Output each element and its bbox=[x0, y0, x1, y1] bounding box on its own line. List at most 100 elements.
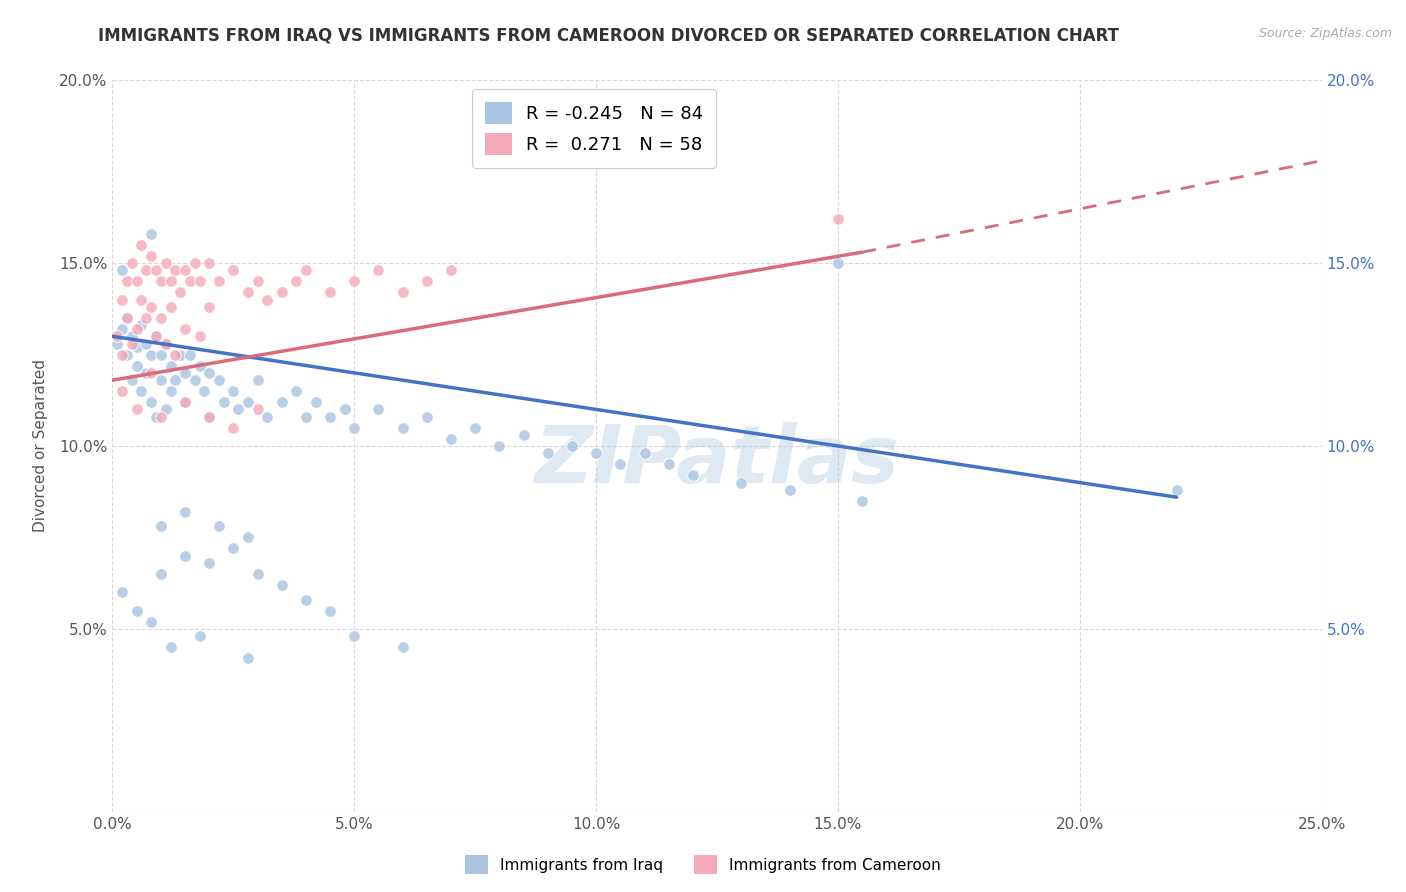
Point bbox=[155, 336, 177, 351]
Point bbox=[149, 519, 172, 533]
Point bbox=[111, 322, 134, 336]
Point bbox=[159, 384, 181, 398]
Point bbox=[125, 322, 148, 336]
Point bbox=[246, 373, 269, 387]
Point bbox=[174, 366, 197, 380]
Point bbox=[115, 310, 138, 325]
Point bbox=[585, 153, 607, 168]
Legend: R = -0.245   N = 84, R =  0.271   N = 58: R = -0.245 N = 84, R = 0.271 N = 58 bbox=[472, 89, 716, 168]
Point bbox=[193, 384, 215, 398]
Point bbox=[416, 409, 439, 424]
Point bbox=[319, 285, 342, 300]
Point bbox=[1166, 483, 1188, 497]
Point bbox=[105, 336, 128, 351]
Point bbox=[222, 384, 245, 398]
Point bbox=[159, 640, 181, 655]
Point bbox=[236, 530, 259, 544]
Point bbox=[111, 585, 134, 599]
Point bbox=[236, 395, 259, 409]
Point bbox=[111, 347, 134, 362]
Text: IMMIGRANTS FROM IRAQ VS IMMIGRANTS FROM CAMEROON DIVORCED OR SEPARATED CORRELATI: IMMIGRANTS FROM IRAQ VS IMMIGRANTS FROM … bbox=[98, 27, 1119, 45]
Point bbox=[333, 402, 356, 417]
Point bbox=[165, 373, 187, 387]
Point bbox=[141, 347, 163, 362]
Point bbox=[295, 409, 318, 424]
Point bbox=[198, 556, 221, 570]
Point bbox=[125, 603, 148, 617]
Point bbox=[125, 359, 148, 373]
Point bbox=[730, 475, 752, 490]
Y-axis label: Divorced or Separated: Divorced or Separated bbox=[34, 359, 48, 533]
Point bbox=[488, 439, 510, 453]
Point bbox=[121, 329, 143, 343]
Point bbox=[145, 329, 167, 343]
Point bbox=[131, 318, 153, 333]
Point bbox=[585, 446, 607, 460]
Point bbox=[155, 336, 177, 351]
Point bbox=[658, 457, 681, 471]
Point bbox=[198, 300, 221, 314]
Point bbox=[256, 293, 278, 307]
Point bbox=[149, 275, 172, 289]
Point bbox=[145, 263, 167, 277]
Point bbox=[236, 285, 259, 300]
Point bbox=[169, 347, 191, 362]
Point bbox=[319, 603, 342, 617]
Point bbox=[295, 592, 318, 607]
Point bbox=[155, 256, 177, 270]
Point bbox=[159, 300, 181, 314]
Point bbox=[111, 384, 134, 398]
Point bbox=[125, 340, 148, 354]
Point bbox=[222, 541, 245, 556]
Point bbox=[827, 256, 849, 270]
Point bbox=[208, 275, 231, 289]
Point bbox=[391, 421, 413, 435]
Point bbox=[121, 373, 143, 387]
Point bbox=[256, 409, 278, 424]
Point bbox=[174, 395, 197, 409]
Point bbox=[343, 629, 366, 643]
Point bbox=[246, 567, 269, 582]
Point bbox=[159, 359, 181, 373]
Point bbox=[183, 373, 205, 387]
Point bbox=[827, 212, 849, 227]
Point bbox=[304, 395, 326, 409]
Point bbox=[125, 402, 148, 417]
Point bbox=[179, 275, 201, 289]
Point bbox=[512, 428, 534, 442]
Point bbox=[179, 347, 201, 362]
Point bbox=[135, 263, 157, 277]
Point bbox=[111, 293, 134, 307]
Point bbox=[198, 409, 221, 424]
Point bbox=[115, 275, 138, 289]
Point bbox=[131, 238, 153, 252]
Point bbox=[270, 285, 292, 300]
Point bbox=[155, 402, 177, 417]
Point bbox=[141, 227, 163, 241]
Point bbox=[121, 336, 143, 351]
Point bbox=[149, 310, 172, 325]
Point bbox=[561, 439, 583, 453]
Point bbox=[165, 263, 187, 277]
Point bbox=[270, 578, 292, 592]
Point bbox=[222, 421, 245, 435]
Point bbox=[165, 347, 187, 362]
Point bbox=[440, 263, 463, 277]
Point bbox=[367, 263, 389, 277]
Point bbox=[174, 322, 197, 336]
Point bbox=[208, 519, 231, 533]
Point bbox=[416, 275, 439, 289]
Point bbox=[391, 640, 413, 655]
Point bbox=[285, 275, 308, 289]
Point bbox=[633, 446, 655, 460]
Point bbox=[537, 446, 560, 460]
Point bbox=[149, 373, 172, 387]
Point bbox=[141, 300, 163, 314]
Point bbox=[131, 384, 153, 398]
Point bbox=[174, 549, 197, 563]
Legend: Immigrants from Iraq, Immigrants from Cameroon: Immigrants from Iraq, Immigrants from Ca… bbox=[460, 849, 946, 880]
Point bbox=[295, 263, 318, 277]
Point bbox=[343, 421, 366, 435]
Point bbox=[149, 567, 172, 582]
Point bbox=[141, 366, 163, 380]
